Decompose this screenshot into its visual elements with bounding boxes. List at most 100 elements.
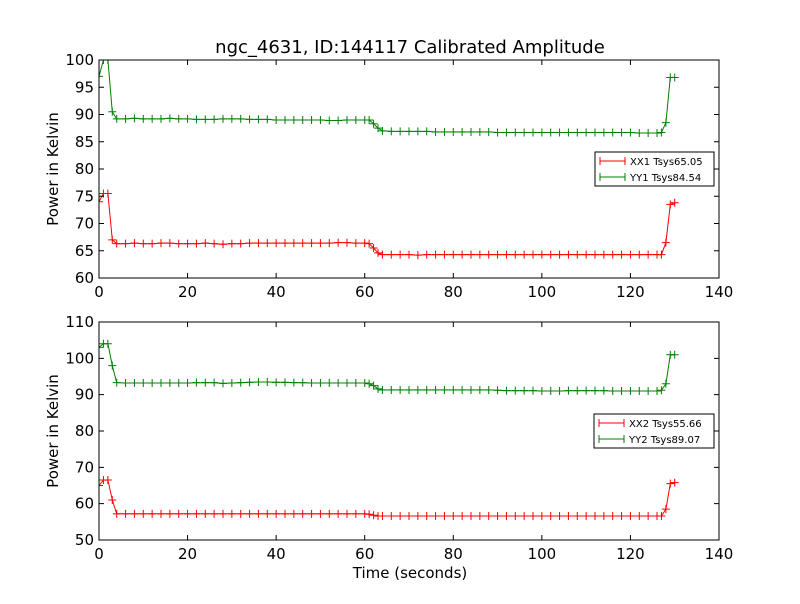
data-point-marker <box>148 239 157 248</box>
data-point-marker <box>440 127 449 136</box>
chart-title: ngc_4631, ID:144117 Calibrated Amplitude <box>215 37 605 58</box>
data-point-marker <box>298 239 307 248</box>
data-point-marker <box>165 509 174 518</box>
data-point-marker <box>112 509 121 518</box>
data-point-marker <box>148 114 157 123</box>
data-point-marker <box>351 239 360 248</box>
data-point-marker <box>139 379 148 388</box>
data-point-marker <box>298 378 307 387</box>
data-point-marker <box>475 385 484 394</box>
data-point-marker <box>458 127 467 136</box>
data-point-marker <box>298 509 307 518</box>
data-point-marker <box>272 115 281 124</box>
series-line <box>99 479 675 517</box>
data-point-marker <box>108 361 117 370</box>
data-point-marker <box>608 512 617 521</box>
legend: XX1 Tsys65.05 YY1 Tsys84.54 <box>594 151 715 187</box>
series-line <box>99 193 675 256</box>
data-point-marker <box>307 509 316 518</box>
data-point-marker <box>378 126 387 135</box>
data-point-marker <box>529 386 537 395</box>
series-yy2 <box>99 339 679 396</box>
data-point-marker <box>210 239 219 248</box>
data-point-marker <box>493 250 502 259</box>
data-point-marker <box>573 128 582 137</box>
data-point-marker <box>431 512 440 521</box>
data-point-marker <box>599 512 608 521</box>
data-point-marker <box>148 509 157 518</box>
data-point-marker <box>591 512 599 521</box>
data-point-marker <box>582 386 591 395</box>
data-point-marker <box>422 127 431 136</box>
data-point-marker <box>529 512 537 521</box>
data-point-marker <box>227 114 236 123</box>
legend: XX2 Tsys55.66 YY2 Tsys89.07 <box>593 413 715 449</box>
data-point-marker <box>369 511 378 520</box>
data-point-marker <box>378 250 387 259</box>
data-point-marker <box>635 250 644 259</box>
y-tick-label: 95 <box>75 78 94 96</box>
y-tick-label: 80 <box>75 422 94 440</box>
series-xx1 <box>99 189 679 260</box>
data-point-marker <box>343 238 351 247</box>
data-point-marker <box>369 119 378 128</box>
data-point-marker <box>351 379 360 388</box>
data-point-marker <box>387 385 396 394</box>
data-point-marker <box>475 250 484 259</box>
data-point-marker <box>670 350 679 359</box>
data-point-marker <box>99 60 108 64</box>
x-tick-label: 60 <box>355 283 374 301</box>
y-axis-label: Power in Kelvin <box>44 374 62 488</box>
data-point-marker <box>316 239 325 248</box>
data-point-marker <box>431 250 440 259</box>
data-point-marker <box>351 509 360 518</box>
data-point-marker <box>227 379 236 388</box>
x-tick-label: 140 <box>705 283 734 301</box>
data-point-marker <box>103 189 112 198</box>
data-point-marker <box>325 239 334 248</box>
data-point-marker <box>365 115 374 124</box>
data-point-marker <box>644 129 653 138</box>
data-point-marker <box>130 114 139 123</box>
data-point-marker <box>374 384 382 393</box>
data-point-marker <box>360 379 369 388</box>
data-point-marker <box>139 114 148 123</box>
data-point-marker <box>449 385 458 394</box>
data-point-marker <box>157 509 165 518</box>
data-point-marker <box>644 512 653 521</box>
data-point-marker <box>343 115 351 124</box>
data-point-marker <box>449 127 458 136</box>
data-point-marker <box>289 239 298 248</box>
data-point-marker <box>657 128 666 137</box>
data-point-marker <box>139 509 148 518</box>
data-point-marker <box>440 385 449 394</box>
top-axes: 0 20 40 60 80 100 120 140 60 65 70 75 80 85 90 95 100 Pow… <box>44 51 733 301</box>
data-point-marker <box>360 239 369 248</box>
data-point-marker <box>174 114 183 123</box>
legend-swatch <box>598 419 625 427</box>
data-point-marker <box>316 509 325 518</box>
data-point-marker <box>396 385 405 394</box>
data-point-marker <box>192 509 201 518</box>
y-tick-label: 70 <box>75 215 94 233</box>
y-tick-label: 50 <box>75 531 94 549</box>
data-point-marker <box>254 239 263 248</box>
data-point-marker <box>387 512 396 521</box>
data-point-marker <box>174 379 183 388</box>
data-point-marker <box>183 379 192 388</box>
data-point-marker <box>165 239 174 248</box>
data-point-marker <box>157 379 165 388</box>
data-point-marker <box>502 512 511 521</box>
data-point-marker <box>670 198 679 207</box>
data-point-marker <box>121 379 130 388</box>
data-point-marker <box>396 127 405 136</box>
data-point-marker <box>475 512 484 521</box>
data-point-marker <box>537 128 546 137</box>
data-point-marker <box>343 379 351 388</box>
data-point-marker <box>307 115 316 124</box>
data-point-marker <box>99 343 103 352</box>
data-point-marker <box>369 381 378 390</box>
data-point-marker <box>617 512 626 521</box>
data-point-marker <box>582 250 591 259</box>
series-line <box>99 343 675 392</box>
